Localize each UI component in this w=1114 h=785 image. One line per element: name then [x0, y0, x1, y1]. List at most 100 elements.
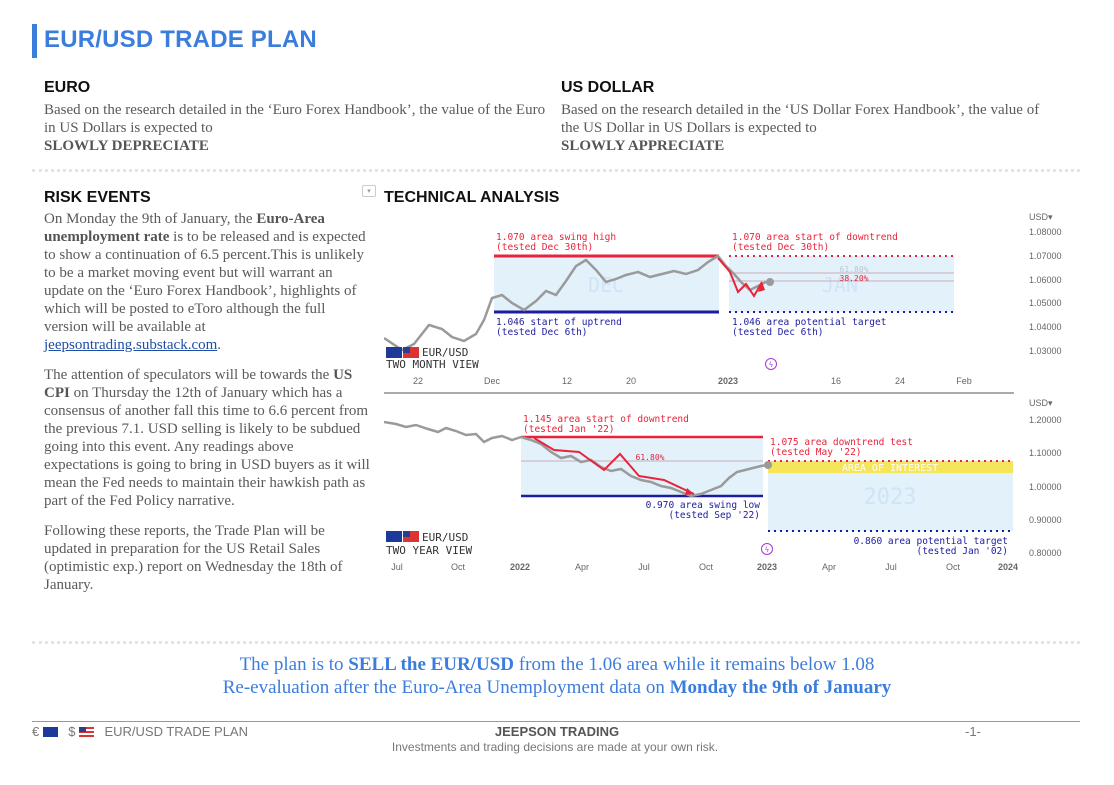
chart2-projection-arrow: [533, 437, 695, 495]
chart1-arrow-head: [758, 282, 765, 292]
chart1-annotation-swing-high: 1.070 area swing high: [496, 232, 616, 243]
title-accent-bar: [32, 24, 37, 58]
chart2-xtick: 2024: [998, 562, 1018, 572]
usd-heading: US DOLLAR: [561, 79, 655, 96]
chart2-x-axis: Jul Oct 2022 Apr Jul Oct 2023 Apr Jul Oc…: [391, 562, 1018, 572]
us-flag-icon: [403, 531, 419, 542]
chart1-watermark-jan: JAN: [822, 273, 858, 297]
chart1-jan-zone: [729, 256, 954, 312]
chart2-downtrend-zone: [521, 437, 763, 496]
chart2-fib-618: 61.80%: [636, 453, 665, 462]
chart1-xtick: 20: [626, 376, 636, 386]
chart2-ytick: 0.80000: [1029, 548, 1062, 558]
chart1-pair: EUR/USD: [422, 346, 468, 359]
chart2-ytick: 1.10000: [1029, 448, 1062, 458]
chart1-annotation-downtrend: 1.070 area start of downtrend: [732, 232, 898, 243]
chart2-ytick: 0.90000: [1029, 515, 1062, 525]
risk-p2-text-2: on Thursday the 12th of January which ha…: [44, 385, 370, 509]
chart2-price-line: [384, 420, 768, 498]
us-flag-icon: [403, 347, 419, 358]
page-number: -1-: [965, 724, 981, 739]
eu-flag-icon: [386, 531, 402, 542]
plan-line-2: Re-evaluation after the Euro-Area Unempl…: [0, 676, 1114, 699]
risk-p1-text-2: is to be released and is expected to sho…: [44, 229, 366, 335]
footer-left: € $ EUR/USD TRADE PLAN: [32, 724, 248, 739]
chart1-ytick: 1.04000: [1029, 322, 1062, 332]
chart2-annotation-start: 1.145 area start of downtrend: [523, 414, 689, 425]
chart1-ytick: 1.07000: [1029, 251, 1062, 261]
usd-description: Based on the research detailed in the ‘U…: [561, 102, 1040, 136]
event-lightning-icon[interactable]: [761, 543, 773, 555]
usd-text: Based on the research detailed in the ‘U…: [561, 101, 1061, 155]
two-month-chart: USD▾ 1.08000 1.07000 1.06000 1.05000 1.0…: [384, 212, 1062, 394]
chart2-annotation-start-sub: (tested Jan '22): [523, 424, 615, 435]
event-lightning-icon[interactable]: [765, 358, 777, 370]
footer-rule: [32, 721, 1080, 722]
usd-verdict: SLOWLY APPRECIATE: [561, 138, 725, 154]
dollar-symbol: $: [68, 724, 76, 739]
chart2-y-axis: 1.20000 1.10000 1.00000 0.90000 0.80000: [1029, 415, 1062, 558]
plan-date: Monday the 9th of January: [669, 677, 892, 698]
chart2-xtick: 2023: [757, 562, 777, 572]
risk-p1-text: On Monday the 9th of January, the: [44, 211, 257, 227]
chart2-ytick: 1.00000: [1029, 482, 1062, 492]
chart1-fib-382: 38.20%: [840, 274, 869, 283]
euro-text: Based on the research detailed in the ‘E…: [44, 101, 552, 155]
chart2-aoi-label: AREA OF INTEREST: [842, 463, 938, 474]
eu-flag-icon: [43, 726, 59, 737]
chart1-last-price-dot: [766, 278, 774, 286]
risk-p1-bold: Euro-Area unemployment rate: [44, 211, 325, 245]
euro-heading: EURO: [44, 79, 91, 96]
footer-disclaimer: Investments and trading decisions are ma…: [391, 740, 719, 754]
chart1-annotation-uptrend: 1.046 start of uptrend: [496, 317, 622, 328]
chart1-dec-zone: [494, 256, 719, 312]
footer-doc-title: EUR/USD TRADE PLAN: [104, 724, 248, 739]
technical-analysis-heading: TECHNICAL ANALYSIS: [384, 189, 560, 206]
chart2-xtick: Apr: [822, 562, 836, 572]
eu-flag-icon: [386, 347, 402, 358]
euro-symbol: €: [32, 724, 40, 739]
chart2-xtick: Jul: [638, 562, 650, 572]
substack-link[interactable]: jeepsontrading.substack.com: [44, 337, 218, 353]
chart1-annotation-swing-high-sub: (tested Dec 30th): [496, 242, 593, 253]
chart2-xtick: Oct: [451, 562, 466, 572]
chart1-ytick: 1.03000: [1029, 346, 1062, 356]
chart1-xtick: 12: [562, 376, 572, 386]
section-divider-top: [32, 169, 1080, 172]
risk-p1-end: .: [217, 337, 222, 353]
plan-text: The plan is to: [239, 654, 349, 675]
risk-paragraph-1: On Monday the 9th of January, the Euro-A…: [44, 210, 370, 354]
plan-text-3: Re-evaluation after the Euro-Area Unempl…: [222, 677, 670, 698]
chart2-annotation-low-sub: (tested Sep '22): [668, 510, 760, 521]
chart2-view: TWO YEAR VIEW: [386, 544, 472, 557]
chart2-currency-label: USD▾: [1029, 398, 1053, 408]
lightning-glyph: ϟ: [769, 361, 773, 369]
chart1-xtick: Dec: [484, 376, 501, 386]
risk-p2-bold: US CPI: [44, 367, 353, 401]
chart1-xtick: 22: [413, 376, 423, 386]
chart1-annotation-downtrend-sub: (tested Dec 30th): [732, 242, 829, 253]
plan-statement: The plan is to SELL the EUR/USD from the…: [0, 653, 1114, 699]
chart1-legend: EUR/USD TWO MONTH VIEW: [386, 346, 479, 371]
footer-brand: JEEPSON TRADING: [494, 724, 620, 739]
plan-line-1: The plan is to SELL the EUR/USD from the…: [0, 653, 1114, 676]
plan-text-2: from the 1.06 area while it remains belo…: [514, 654, 875, 675]
chart2-xtick: Jul: [391, 562, 403, 572]
chevron-down-icon[interactable]: ▾: [362, 185, 376, 197]
chart2-last-price-dot: [764, 461, 772, 469]
risk-paragraph-3: Following these reports, the Trade Plan …: [44, 523, 343, 593]
chart1-currency-label: USD▾: [1029, 212, 1053, 222]
risk-events-body: On Monday the 9th of January, the Euro-A…: [44, 210, 370, 594]
risk-events-heading: RISK EVENTS: [44, 189, 151, 206]
chart2-annotation-test-sub: (tested May '22): [770, 447, 862, 458]
chart1-xtick: 24: [895, 376, 905, 386]
chart2-annotation-target: 0.860 area potential target: [854, 536, 1008, 547]
chart2-annotation-low: 0.970 area swing low: [646, 500, 761, 511]
chart1-ytick: 1.06000: [1029, 275, 1062, 285]
chart2-xtick: Jul: [885, 562, 897, 572]
chart1-view: TWO MONTH VIEW: [386, 358, 479, 371]
us-flag-icon: [79, 726, 95, 737]
chart2-area-of-interest: [768, 461, 1013, 473]
chart2-pair: EUR/USD: [422, 531, 468, 544]
chart1-price-line: [384, 254, 767, 352]
